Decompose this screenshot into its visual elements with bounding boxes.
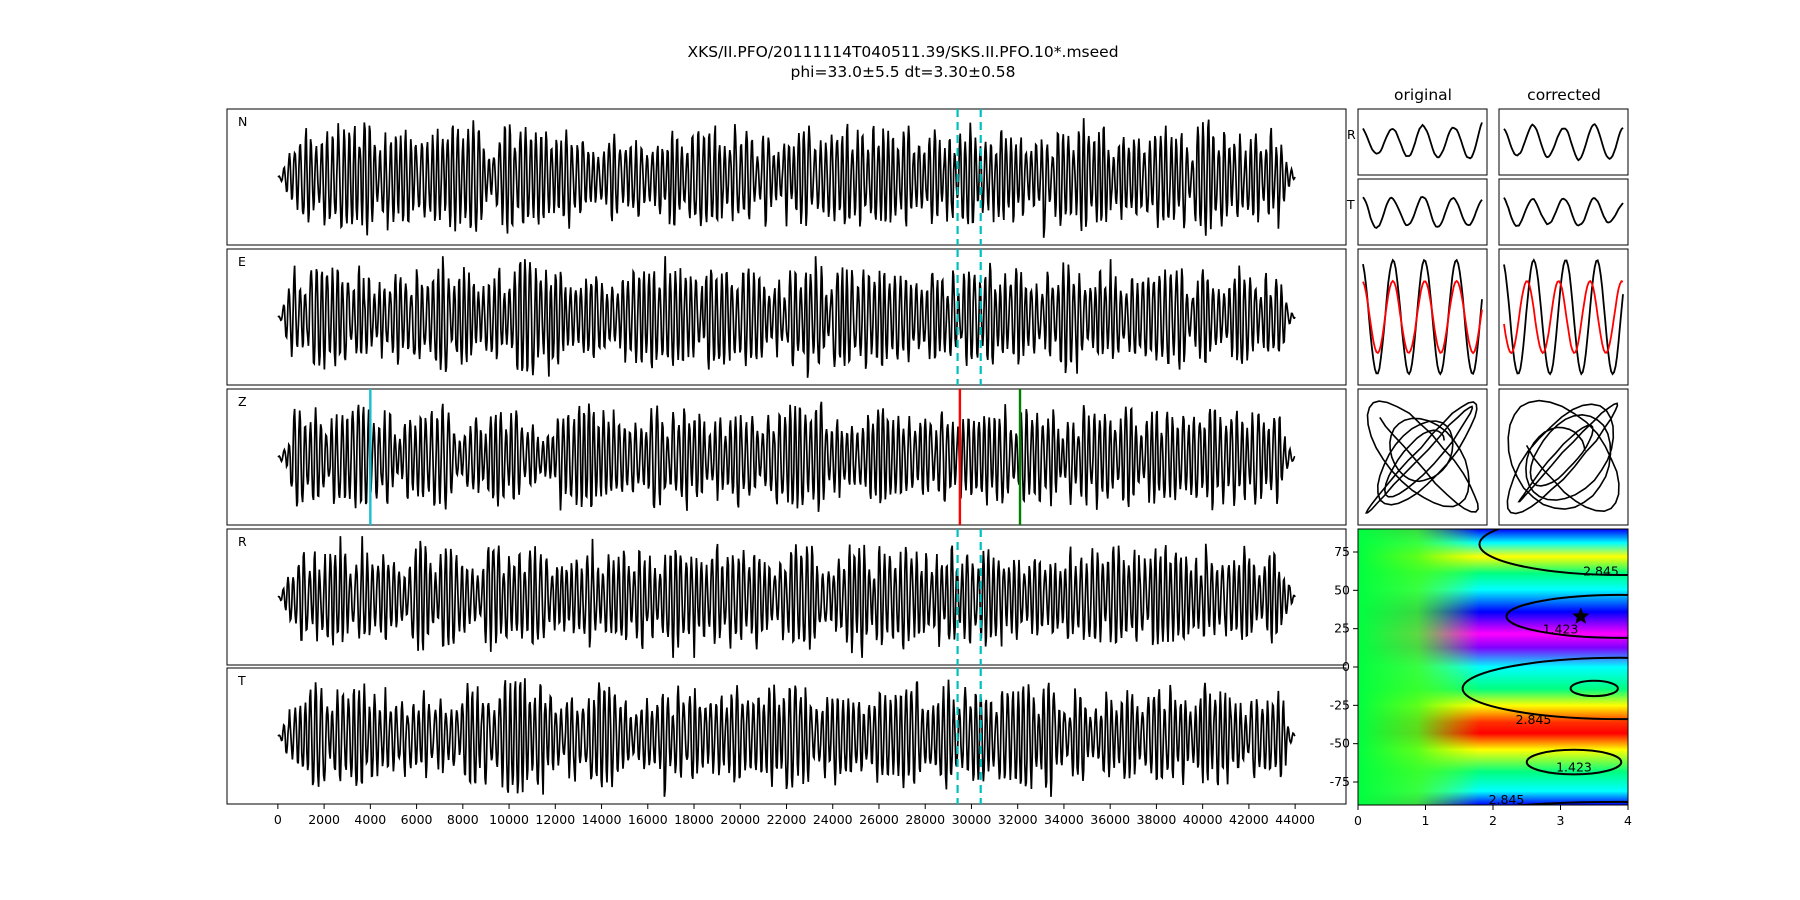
- figure-title-line1: XKS/II.PFO/20111114T040511.39/SKS.II.PFO…: [687, 43, 1118, 61]
- best-fit-star: [1572, 607, 1590, 624]
- pm-cell-original-2: [1357, 178, 1488, 246]
- contour-label: 2.845: [1489, 792, 1525, 807]
- x-tick-label: 44000: [1275, 812, 1315, 827]
- x-tick-label: 38000: [1137, 812, 1177, 827]
- contour-label: 1.423: [1556, 760, 1592, 775]
- col-title-corrected: corrected: [1527, 86, 1601, 104]
- surface-y-tick-label: 50: [1334, 582, 1350, 597]
- surface-y-tick-label: 0: [1342, 659, 1350, 674]
- x-tick-label: 34000: [1044, 812, 1084, 827]
- x-tick-label: 6000: [401, 812, 433, 827]
- x-tick-label: 32000: [998, 812, 1038, 827]
- pm-waveform: [1362, 122, 1483, 160]
- pm-cell-corrected-3: [1498, 248, 1629, 386]
- x-tick-label: 10000: [489, 812, 529, 827]
- trace-panel-label: N: [238, 114, 247, 129]
- pm-waveform-black: [1503, 258, 1624, 376]
- pm-cell-corrected-1: [1498, 108, 1629, 176]
- waveform-r: [277, 536, 1296, 658]
- trace-panel-z: Z: [226, 388, 1347, 526]
- contour-phi-best: [1505, 593, 1628, 639]
- x-tick-label: 26000: [859, 812, 899, 827]
- contour-label: 1.423: [1543, 622, 1579, 637]
- pm-row-label-t: T: [1346, 197, 1355, 212]
- surface-y-tick-label: 75: [1334, 544, 1350, 559]
- pm-cell-frame: [1357, 108, 1488, 176]
- contour-label: 2.845: [1583, 563, 1619, 578]
- trace-panel-e: E: [226, 248, 1347, 386]
- contour-top: [1478, 529, 1628, 576]
- x-tick-label: 20000: [720, 812, 760, 827]
- contour-label: 2.845: [1516, 712, 1552, 727]
- trace-panel-n: N: [226, 108, 1347, 246]
- pm-row-label-r: R: [1347, 127, 1356, 142]
- x-tick-label: 36000: [1090, 812, 1130, 827]
- pm-cell-frame: [1357, 388, 1488, 526]
- surface-y-tick-label: -75: [1330, 774, 1350, 789]
- trace-panel-label: Z: [238, 394, 247, 409]
- pm-cell-frame: [1498, 178, 1629, 246]
- pm-waveform-red: [1362, 279, 1483, 355]
- trace-panel-t: T: [226, 667, 1347, 805]
- x-tick-label: 4000: [354, 812, 386, 827]
- trace-panel-label: E: [238, 254, 246, 269]
- trace-x-axis: 0 2000 4000 6000 8000 10000 12000 14000 16000 180…: [274, 804, 1315, 827]
- x-tick-label: 40000: [1183, 812, 1223, 827]
- surface-y-tick-label: -25: [1330, 697, 1350, 712]
- figure-title-line2: phi=33.0±5.5 dt=3.30±0.58: [791, 63, 1016, 81]
- surface-y-tick-label: 25: [1334, 621, 1350, 636]
- particle-motion-trace: [1506, 399, 1620, 515]
- pm-cell-corrected-4: [1498, 388, 1629, 526]
- x-tick-label: 8000: [447, 812, 479, 827]
- contour-inner: [1569, 679, 1619, 698]
- surface-x-tick-label: 2: [1489, 813, 1497, 828]
- x-tick-label: 24000: [813, 812, 853, 827]
- contour-lower: [1525, 748, 1623, 776]
- x-tick-label: 16000: [628, 812, 668, 827]
- contour-bottom: [1511, 800, 1628, 805]
- pm-cell-frame: [1357, 178, 1488, 246]
- col-title-original: original: [1394, 86, 1452, 104]
- surface-x-tick-label: 0: [1354, 813, 1362, 828]
- particle-motion-panels: [1357, 108, 1629, 526]
- surface-y-tick-label: -50: [1330, 736, 1350, 751]
- waveform-n: [277, 118, 1296, 238]
- contour-mid: [1461, 656, 1628, 721]
- x-tick-label: 30000: [952, 812, 992, 827]
- pm-cell-corrected-2: [1498, 178, 1629, 246]
- waveform-e: [277, 256, 1296, 378]
- trace-panel-label: T: [237, 673, 246, 688]
- error-surface-panel: 2.845 1.423 2.845 1.423 2.845 0 1 2 3 4 75 50 25 0 -25…: [1330, 528, 1632, 828]
- x-tick-label: 0: [274, 812, 282, 827]
- trace-panel-r: R: [226, 528, 1347, 666]
- waveform-z: [277, 401, 1296, 512]
- pm-cell-original-3: [1357, 248, 1488, 386]
- surface-x-tick-label: 4: [1624, 813, 1632, 828]
- x-tick-label: 2000: [308, 812, 340, 827]
- x-tick-label: 28000: [905, 812, 945, 827]
- pm-cell-frame: [1498, 108, 1629, 176]
- pm-waveform-black: [1362, 258, 1483, 376]
- surface-x-tick-label: 3: [1557, 813, 1565, 828]
- x-tick-label: 12000: [535, 812, 575, 827]
- particle-motion-trace: [1364, 400, 1479, 514]
- heatmap-fade: [1358, 529, 1628, 805]
- pm-waveform: [1503, 123, 1624, 162]
- pm-waveform-red: [1503, 279, 1624, 355]
- error-surface-heatmap: 2.845 1.423 2.845 1.423 2.845: [1358, 529, 1628, 807]
- x-tick-label: 42000: [1229, 812, 1269, 827]
- surface-x-tick-label: 1: [1422, 813, 1430, 828]
- trace-panel-label: R: [238, 534, 247, 549]
- x-tick-label: 22000: [767, 812, 807, 827]
- pm-cell-original-1: [1357, 108, 1488, 176]
- x-tick-label: 14000: [582, 812, 622, 827]
- pm-waveform: [1362, 196, 1483, 229]
- waveform-t: [277, 678, 1296, 797]
- x-tick-label: 18000: [674, 812, 714, 827]
- pm-waveform: [1503, 197, 1624, 227]
- seismogram-traces: N E Z R T 0 2000 4000 6000 8000 10000 12000 14000 160…: [226, 108, 1347, 827]
- pm-cell-original-4: [1357, 388, 1488, 526]
